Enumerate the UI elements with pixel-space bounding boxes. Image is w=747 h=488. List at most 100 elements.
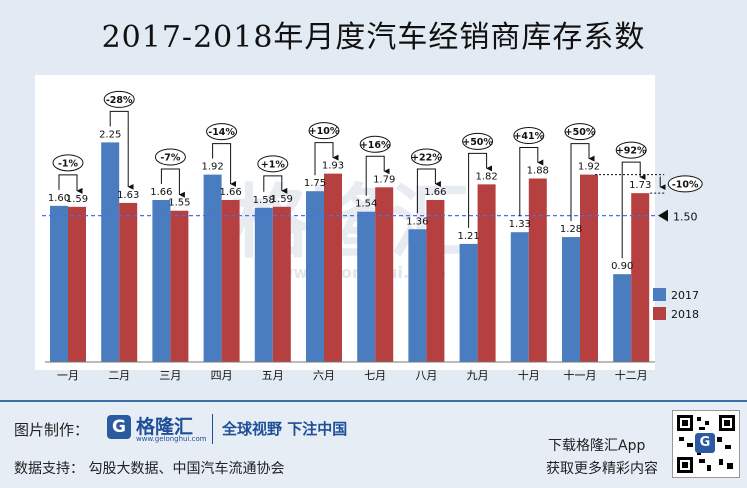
legend-swatch-2017 — [653, 288, 666, 301]
yoy-badge — [308, 122, 340, 140]
data-label-2018: 1.88 — [527, 166, 549, 177]
reference-label: 1.50 — [673, 211, 698, 224]
yoy-arrow — [58, 174, 83, 194]
reference-marker — [658, 209, 668, 222]
maker-label: 图片制作： — [14, 421, 90, 439]
bar-2017 — [254, 207, 273, 362]
data-label-2018: 1.55 — [168, 198, 190, 209]
data-label-2018: 1.59 — [66, 194, 88, 205]
x-tick-label: 六月 — [313, 369, 335, 382]
yoy-arrow — [570, 143, 595, 222]
logo-name: 格隆汇 — [136, 416, 194, 438]
data-label-2018: 1.59 — [271, 194, 293, 205]
x-tick-label: 五月 — [262, 369, 284, 382]
slogan: 全球视野 下注中国 — [222, 420, 348, 438]
data-label-2017: 1.36 — [406, 216, 428, 227]
chart-title: 2017-2018年月度汽车经销商库存系数 — [101, 20, 646, 55]
yoy-label: +41% — [513, 131, 544, 142]
yoy-badge — [462, 132, 494, 150]
dec-change-badge — [667, 175, 703, 193]
data-label-2017: 1.21 — [457, 231, 479, 242]
bar-2017 — [613, 274, 632, 362]
bar-2018 — [426, 199, 445, 362]
x-tick-label: 二月 — [108, 369, 130, 382]
yoy-arrow — [468, 152, 493, 228]
bar-2018 — [221, 199, 240, 362]
bar-2017 — [101, 142, 120, 362]
plot-area — [35, 75, 655, 370]
bar-2017 — [357, 211, 376, 362]
x-tick-label: 三月 — [159, 369, 181, 382]
yoy-arrow — [263, 175, 288, 194]
x-tick-label: 十一月 — [564, 368, 597, 382]
bar-2018 — [68, 206, 86, 362]
bar-2018 — [477, 184, 496, 362]
footer: 图片制作： G 格隆汇 www.gelonghui.com 全球视野 下注中国 … — [0, 400, 747, 488]
legend-label-2017: 2017 — [671, 289, 699, 302]
data-label-2017: 0.90 — [611, 261, 633, 272]
yoy-arrow — [365, 155, 390, 196]
yoy-label: -14% — [208, 127, 235, 138]
yoy-badge — [206, 123, 238, 141]
dec-change-label: -10% — [672, 179, 699, 190]
bar-2017 — [203, 174, 222, 362]
bar-2017 — [562, 237, 580, 362]
qr-logo-icon: G — [695, 433, 715, 453]
bar-2018 — [375, 187, 394, 362]
data-label-2017: 1.28 — [560, 224, 582, 235]
yoy-badge — [257, 155, 289, 173]
data-label-2018: 1.82 — [475, 171, 497, 182]
bar-2018 — [324, 173, 342, 362]
data-label-2018: 1.92 — [578, 162, 600, 173]
data-label-2018: 1.79 — [373, 174, 395, 185]
data-label-2017: 1.75 — [304, 178, 326, 189]
bar-2018 — [528, 178, 547, 362]
data-label-2018: 1.66 — [219, 187, 241, 198]
yoy-label: +50% — [565, 127, 596, 138]
data-label-2018: 1.73 — [629, 180, 651, 191]
data-label-2017: 1.66 — [150, 187, 172, 198]
x-tick-label: 七月 — [364, 369, 386, 382]
yoy-badge — [564, 123, 596, 141]
bar-2017 — [306, 191, 324, 362]
bar-2018 — [580, 174, 598, 362]
yoy-badge — [410, 148, 442, 166]
yoy-arrow — [621, 161, 646, 259]
yoy-label: +16% — [360, 140, 391, 151]
yoy-arrow — [519, 147, 544, 217]
bar-2018 — [631, 193, 650, 362]
yoy-label: +1% — [261, 159, 286, 170]
yoy-arrow — [160, 168, 185, 198]
yoy-badge — [359, 135, 391, 153]
bar-2017 — [459, 243, 478, 362]
legend-swatch-2018 — [653, 307, 666, 320]
logo-url: www.gelonghui.com — [136, 435, 207, 443]
data-label-2018: 1.93 — [322, 161, 344, 172]
yoy-badge — [103, 90, 135, 108]
x-tick-label: 四月 — [211, 369, 233, 382]
data-label-2017: 2.25 — [99, 129, 121, 140]
bar-2018 — [119, 202, 138, 362]
x-tick-label: 八月 — [415, 369, 437, 382]
yoy-label: -7% — [160, 152, 181, 163]
x-tick-label: 十二月 — [615, 368, 648, 382]
download-app-text: 下载格隆汇App — [548, 438, 646, 454]
data-label-2018: 1.66 — [424, 187, 446, 198]
qr-code-icon[interactable] — [672, 410, 740, 478]
bar-2018 — [170, 210, 189, 362]
yoy-badge — [154, 148, 186, 166]
yoy-label: +92% — [616, 146, 647, 157]
data-source: 数据支持： 勾股大数据、中国汽车流通协会 — [14, 461, 285, 477]
x-tick-label: 一月 — [57, 369, 79, 382]
x-tick-label: 十月 — [518, 368, 540, 382]
divider — [212, 414, 213, 444]
data-label-2017: 1.60 — [48, 193, 70, 204]
yoy-arrow — [109, 110, 134, 190]
yoy-arrow — [314, 142, 339, 176]
more-content-text: 获取更多精彩内容 — [546, 461, 658, 477]
bar-2017 — [510, 232, 529, 362]
bar-2017 — [408, 229, 427, 362]
data-label-2017: 1.33 — [509, 219, 531, 230]
yoy-badge — [615, 141, 647, 159]
data-label-2017: 1.54 — [355, 199, 377, 210]
